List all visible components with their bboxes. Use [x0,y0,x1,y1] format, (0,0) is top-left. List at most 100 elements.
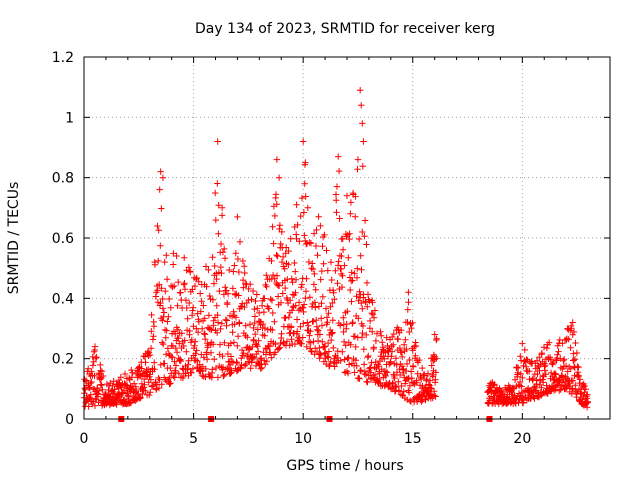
data-point [227,361,234,369]
data-point [163,276,171,283]
data-point [285,261,292,268]
data-point [573,349,581,357]
data-point [416,356,423,364]
data-point [258,364,265,372]
data-point [322,343,329,350]
data-point [293,201,300,208]
data-point [361,217,369,224]
data-point [335,153,342,160]
data-point [565,336,572,343]
data-point [393,361,400,368]
data-point [360,361,368,368]
data-point [96,376,104,383]
data-point [347,199,355,206]
data-point [399,353,406,361]
data-point [324,353,331,360]
data-point [300,301,308,308]
data-point [117,374,124,381]
x-tick-label: 20 [513,431,531,447]
data-point [320,260,327,267]
data-point [354,265,361,272]
data-point [321,231,328,239]
x-tick-label: 5 [189,431,198,447]
data-point [426,377,434,384]
data-point [357,87,364,94]
data-point [556,387,563,394]
data-point [234,213,241,221]
data-point [252,330,259,338]
data-point [353,274,361,281]
data-point [180,342,187,350]
data-point [432,369,440,376]
data-point [93,354,100,361]
data-point [421,372,428,379]
data-point [359,120,366,127]
data-point [169,354,176,361]
data-point [189,286,196,293]
data-point [393,383,400,391]
data-point [206,292,213,300]
data-point [572,382,579,389]
data-point [247,281,254,288]
data-point [517,370,524,378]
data-point [251,354,258,361]
data-point [262,351,270,358]
data-point [431,353,438,360]
data-point [88,368,95,375]
data-point [330,355,338,362]
data-point [180,281,188,288]
data-point [542,362,549,369]
data-point [267,295,274,303]
data-point [359,322,367,330]
data-point [328,276,335,284]
data-point [497,387,504,394]
data-point [334,348,341,355]
data-point [291,340,299,348]
data-point [582,386,589,393]
data-point [584,398,592,405]
data-point [337,357,344,364]
data-point [307,339,314,346]
data-point [562,362,570,370]
data-point [309,260,316,267]
data-point [345,254,352,261]
data-point [151,359,158,366]
data-point [301,180,308,187]
data-point [214,311,221,319]
data-point [366,365,373,372]
data-point [147,345,155,352]
data-point [187,268,194,276]
data-point [325,348,333,355]
data-point [422,384,430,391]
data-point [531,395,538,402]
data-point [292,289,299,296]
data-point [390,330,397,338]
data-point [352,343,359,351]
data-point [344,308,351,315]
data-point [178,330,185,337]
data-point [226,266,233,274]
data-point [365,352,372,360]
data-point [151,366,158,373]
data-point [403,345,410,353]
data-point [377,328,384,335]
data-point [282,314,289,322]
data-point [398,382,405,390]
data-point [116,379,123,386]
data-point [257,355,264,363]
data-point [110,378,117,385]
data-point [430,357,437,365]
data-point [244,334,251,341]
data-point [232,314,240,321]
data-point [164,345,172,352]
data-point [411,343,418,350]
data-point [333,183,341,190]
data-point [316,344,323,352]
data-point [159,305,167,312]
data-point [394,336,402,343]
data-point [272,191,280,198]
data-point [379,339,386,346]
data-point [170,372,177,380]
data-point [292,268,299,275]
data-point [569,319,576,326]
